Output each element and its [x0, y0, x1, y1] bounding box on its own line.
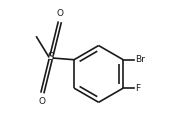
- Text: O: O: [38, 97, 45, 106]
- Text: O: O: [57, 9, 64, 18]
- Text: Br: Br: [135, 55, 145, 64]
- Text: S: S: [48, 52, 54, 62]
- Text: F: F: [135, 84, 140, 93]
